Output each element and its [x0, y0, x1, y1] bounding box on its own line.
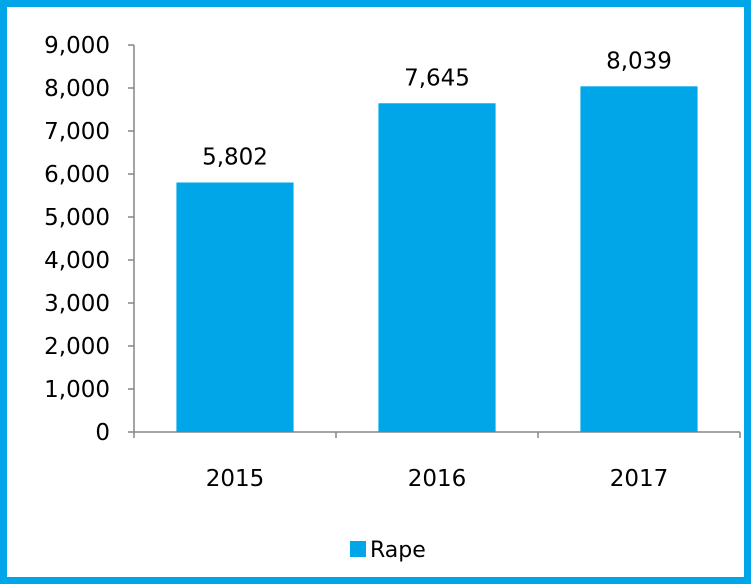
legend-swatch-rape [350, 541, 366, 557]
y-axis: 0 1,000 2,000 3,000 4,000 5,000 6,000 7,000 8,00… [44, 33, 135, 446]
y-tick-label: 8,000 [44, 76, 110, 102]
bars [176, 86, 698, 432]
x-axis: 2015 2016 2017 [133, 431, 741, 492]
y-tick-label: 2,000 [44, 334, 110, 360]
legend-label-rape: Rape [370, 538, 426, 563]
y-tick-label: 6,000 [44, 162, 110, 188]
data-labels: 5,802 7,645 8,039 [202, 48, 672, 170]
data-label-2015: 5,802 [202, 145, 268, 171]
legend: Rape [350, 538, 426, 563]
data-label-2016: 7,645 [404, 65, 470, 91]
bar-2017 [580, 86, 698, 432]
x-tick-label: 2016 [408, 466, 467, 492]
y-tick-label: 3,000 [44, 291, 110, 317]
x-tick-label: 2015 [206, 466, 265, 492]
y-tick-label: 1,000 [44, 377, 110, 403]
y-tick-label: 0 [95, 420, 110, 446]
y-tick-label: 5,000 [44, 205, 110, 231]
y-tick-label: 9,000 [44, 33, 110, 59]
data-label-2017: 8,039 [606, 48, 672, 74]
bar-2016 [378, 103, 496, 432]
y-tick-label: 7,000 [44, 119, 110, 145]
x-tick-label: 2017 [610, 466, 669, 492]
y-tick-label: 4,000 [44, 248, 110, 274]
bar-2015 [176, 182, 294, 432]
